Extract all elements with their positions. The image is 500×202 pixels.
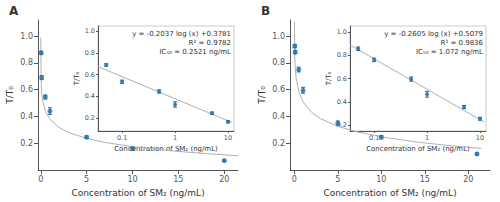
svg-text:0.8: 0.8: [272, 58, 285, 67]
svg-text:15: 15: [420, 175, 430, 184]
svg-text:T/T₀: T/T₀: [73, 71, 81, 86]
svg-text:0.4: 0.4: [20, 112, 33, 121]
svg-text:T/T₀: T/T₀: [325, 71, 333, 86]
svg-text:IC₅₀ = 1.072 ng/mL: IC₅₀ = 1.072 ng/mL: [416, 48, 483, 56]
svg-text:0.2: 0.2: [20, 139, 33, 148]
svg-text:0: 0: [292, 175, 297, 184]
svg-text:0.1: 0.1: [117, 134, 127, 142]
svg-text:IC₅₀ = 0.2521 ng/mL: IC₅₀ = 0.2521 ng/mL: [159, 48, 231, 56]
svg-text:0.6: 0.6: [337, 75, 347, 83]
svg-text:1: 1: [173, 134, 177, 142]
svg-text:15: 15: [173, 175, 183, 184]
svg-text:10: 10: [476, 134, 484, 142]
svg-text:0.8: 0.8: [337, 51, 347, 59]
svg-text:0.8: 0.8: [20, 58, 33, 67]
svg-text:5: 5: [335, 175, 340, 184]
svg-text:Concentration of SM₂ (ng/mL): Concentration of SM₂ (ng/mL): [323, 188, 456, 198]
svg-text:10: 10: [224, 134, 232, 142]
svg-text:10: 10: [127, 175, 137, 184]
svg-text:1.0: 1.0: [337, 28, 347, 36]
svg-text:1.0: 1.0: [85, 27, 95, 35]
svg-text:0.1: 0.1: [369, 133, 380, 142]
svg-text:B: B: [261, 4, 270, 18]
svg-text:20: 20: [463, 175, 473, 184]
svg-text:Concentration of SM₂ (ng/mL): Concentration of SM₂ (ng/mL): [71, 188, 204, 198]
svg-text:20: 20: [219, 175, 229, 184]
svg-text:T/T₀: T/T₀: [257, 86, 267, 105]
svg-text:y = -0.2037 log (x) +0.3781: y = -0.2037 log (x) +0.3781: [132, 30, 231, 38]
svg-text:0.6: 0.6: [272, 85, 285, 94]
svg-text:A: A: [9, 4, 19, 18]
svg-text:T/T₀: T/T₀: [5, 86, 15, 105]
svg-text:1.0: 1.0: [272, 32, 285, 41]
svg-text:1.0: 1.0: [20, 32, 33, 41]
svg-text:0.6: 0.6: [85, 71, 95, 79]
svg-text:Concentration of SM₂ (ng/mL): Concentration of SM₂ (ng/mL): [114, 145, 218, 154]
svg-text:0.4: 0.4: [272, 112, 285, 121]
svg-text:5: 5: [84, 175, 89, 184]
svg-text:0.2: 0.2: [85, 114, 95, 122]
svg-text:0: 0: [38, 175, 43, 184]
svg-text:0.4: 0.4: [85, 92, 95, 100]
svg-text:0.2: 0.2: [272, 139, 285, 148]
svg-text:1: 1: [425, 134, 429, 142]
svg-text:0.4: 0.4: [337, 98, 347, 106]
svg-text:R² = 0.9782: R² = 0.9782: [189, 39, 231, 47]
svg-text:y = -0.2605 log (x) +0.5079: y = -0.2605 log (x) +0.5079: [384, 30, 483, 38]
svg-text:10: 10: [376, 175, 386, 184]
svg-text:Concentration of SM₂ (ng/mL): Concentration of SM₂ (ng/mL): [366, 145, 470, 153]
svg-text:0.6: 0.6: [20, 85, 33, 94]
svg-text:0.8: 0.8: [85, 49, 95, 57]
svg-text:0.2: 0.2: [336, 121, 347, 130]
svg-text:R² = 0.9836: R² = 0.9836: [441, 39, 484, 47]
